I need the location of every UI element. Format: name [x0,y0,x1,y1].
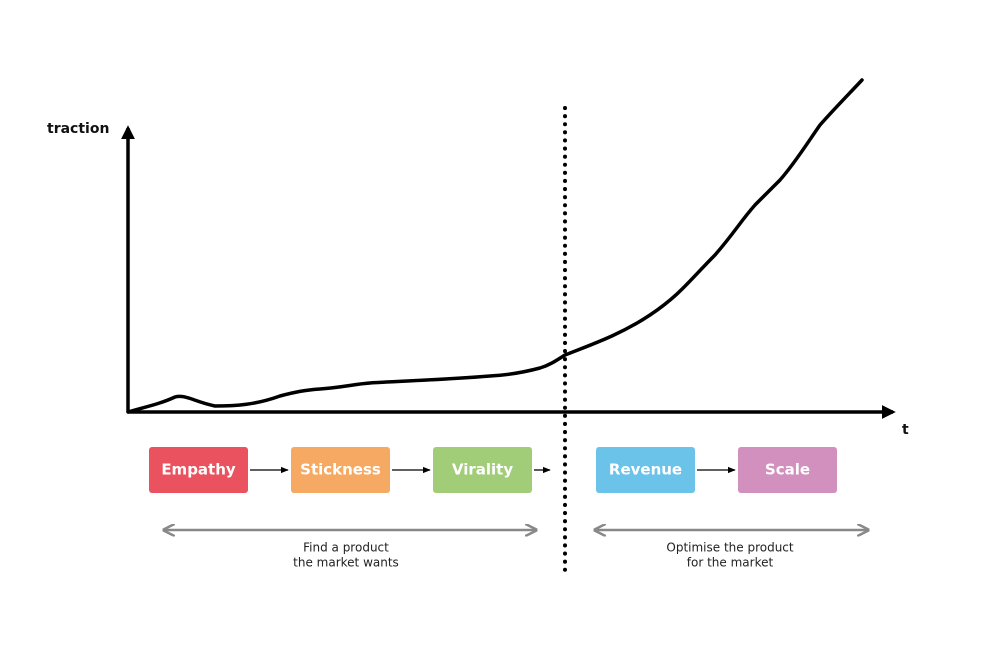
stage-box [596,447,695,493]
phase-caption: Find a product [303,541,389,555]
stage-box [433,447,532,493]
stage-label: Revenue [609,461,682,479]
phase-caption: the market wants [293,556,399,570]
stages: Empathy Stickness Virality Revenue Scale [149,447,837,493]
stage-label: Scale [765,461,810,479]
y-axis-label: traction [47,121,109,137]
stage-label: Empathy [161,461,236,479]
stage-box [738,447,837,493]
phase-caption: Optimise the product [666,541,794,555]
traction-curve [126,78,864,414]
x-axis-label: t [902,422,909,438]
stage-box [149,447,248,493]
phase-caption: for the market [687,556,774,570]
stage-label: Virality [452,461,513,479]
stage-box [291,447,390,493]
stage-label: Stickness [300,461,381,479]
